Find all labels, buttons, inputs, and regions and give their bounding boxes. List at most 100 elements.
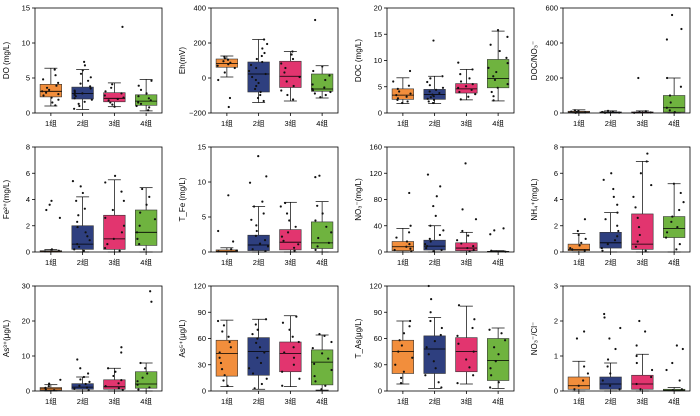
box-group-2 [423,173,446,253]
x-tick-label: 4组 [316,257,328,267]
y-tick-label: 0 [554,248,558,257]
data-point [506,62,509,65]
data-point [73,93,76,96]
data-point [429,240,432,243]
y-tick-label: 200 [545,74,558,83]
y-tick-label: 10 [198,178,206,187]
data-point [120,231,124,234]
data-point [257,81,260,85]
data-point [426,80,429,84]
y-tick-label: 0 [202,387,206,396]
data-point [330,231,333,234]
box-group-2 [423,284,446,389]
iqr-box [663,216,686,238]
data-point [401,101,404,105]
box-group-1 [39,199,62,253]
x-tick-label: 3组 [285,396,297,406]
data-point [432,39,435,42]
data-point [428,90,431,93]
data-point [280,235,284,238]
data-point [321,352,324,355]
data-point [222,379,225,382]
data-point [121,25,124,28]
data-point [459,80,463,83]
box-group-4 [663,182,686,253]
data-point [266,42,269,46]
data-point [291,57,295,61]
data-point [457,86,460,89]
data-point [408,325,411,328]
data-point [77,214,80,217]
data-point [57,93,60,96]
data-point [608,337,611,340]
data-point [679,191,682,195]
data-point [265,175,268,178]
data-point [235,249,238,252]
data-point [104,181,107,184]
data-point [281,370,284,373]
data-point [42,78,45,81]
y-tick-label: 3 [554,282,558,291]
data-point [120,379,123,382]
data-point [48,88,51,91]
y-tick-label: 6 [26,169,30,178]
y-axis-label: As⁵⁺(μg/L) [178,319,187,357]
data-point [217,250,220,253]
data-point [489,367,492,370]
data-point [227,63,230,66]
data-point [138,243,141,246]
y-tick-label: 400 [193,4,206,13]
data-point [317,236,320,240]
data-point [668,109,671,112]
data-point [54,104,57,107]
data-point [649,111,652,114]
data-point [84,231,87,234]
data-point [670,220,673,223]
data-point [257,155,260,158]
data-point [650,375,653,379]
y-tick-label: 15 [198,143,206,152]
data-point [113,174,117,177]
data-point [493,229,496,232]
data-point [407,84,411,87]
data-point [139,102,143,105]
box-group-3 [455,304,478,385]
iqr-box [71,383,94,390]
data-point [396,97,400,100]
box-group-3 [279,201,302,253]
box-group-2 [423,39,446,105]
data-point [122,96,125,99]
data-point [111,208,114,212]
x-tick-label: 3组 [109,396,121,406]
data-point [106,243,109,246]
data-point [506,35,509,38]
panel-8: 0 2 4 6 8 NH₄⁺(mg/L) 1组 2组 3组 4组 [530,143,691,267]
data-point [612,187,615,191]
data-point [120,190,123,193]
data-point [402,332,406,335]
data-point [504,250,507,253]
data-point [116,97,119,101]
data-point [259,361,263,365]
data-point [292,356,296,359]
data-point [76,243,79,246]
data-point [104,90,107,93]
data-point [318,333,321,336]
data-point [48,203,51,206]
data-point [284,201,287,205]
panel-frame [34,285,163,392]
data-point [606,243,609,246]
data-point [150,300,153,303]
data-point [601,110,604,114]
iqr-box [311,221,334,249]
data-point [292,363,295,366]
box-group-3 [631,76,654,114]
panel-2: −200 0 200 400 Eh(mV) 1组 2组 3组 4组 [178,4,339,128]
data-point [395,94,398,97]
data-point [117,382,120,385]
y-tick-label: 0 [378,387,382,396]
y-tick-label: 90 [374,308,382,317]
data-point [81,69,84,72]
x-tick-label: 3组 [461,257,473,267]
data-point [232,240,235,243]
